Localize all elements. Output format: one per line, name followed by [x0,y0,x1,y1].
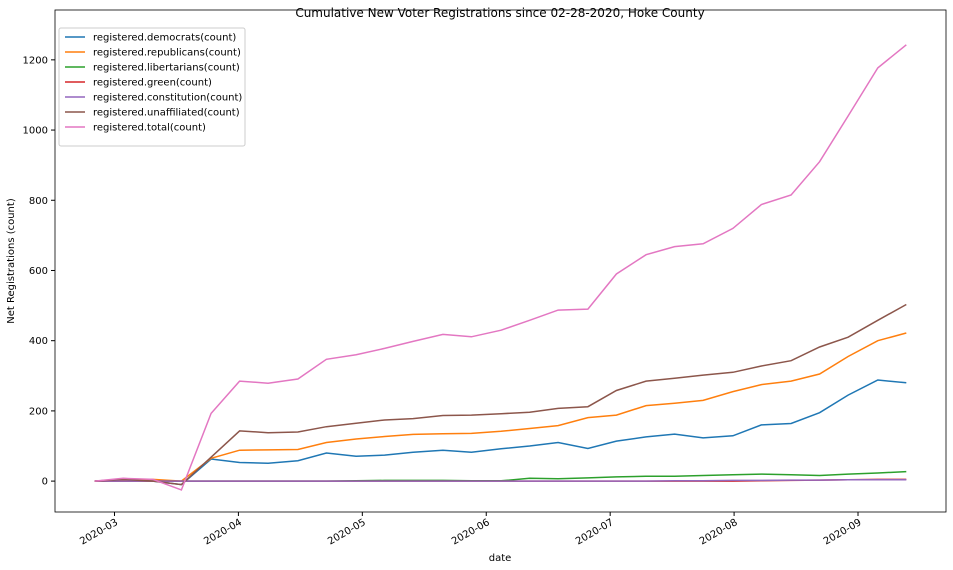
series-line [94,332,907,482]
legend-label: registered.democrats(count) [93,33,236,44]
legend-label: registered.constitution(count) [93,93,242,104]
y-tick-label: 400 [29,336,48,347]
series-line [94,303,907,486]
legend-label: registered.green(count) [93,78,212,89]
y-axis-label: Net Registrations (count) [6,198,17,324]
y-tick-label: 600 [29,266,48,277]
series-line [94,478,907,482]
chart-title: Cumulative New Voter Registrations since… [295,6,704,20]
x-axis-label: date [489,553,512,564]
y-tick-label: 200 [29,406,48,417]
y-tick-label: 1200 [23,55,48,66]
series-line [94,379,907,486]
legend-label: registered.libertarians(count) [93,63,240,74]
plot-frame [54,9,947,513]
series-line [94,44,907,491]
y-tick-label: 0 [42,477,48,488]
y-tick-label: 800 [29,196,48,207]
y-tick-label: 1000 [23,126,48,137]
legend-box [58,27,246,147]
legend-label: registered.republicans(count) [93,48,241,59]
legend-label: registered.unaffiliated(count) [93,108,240,119]
legend-label: registered.total(count) [93,123,206,134]
